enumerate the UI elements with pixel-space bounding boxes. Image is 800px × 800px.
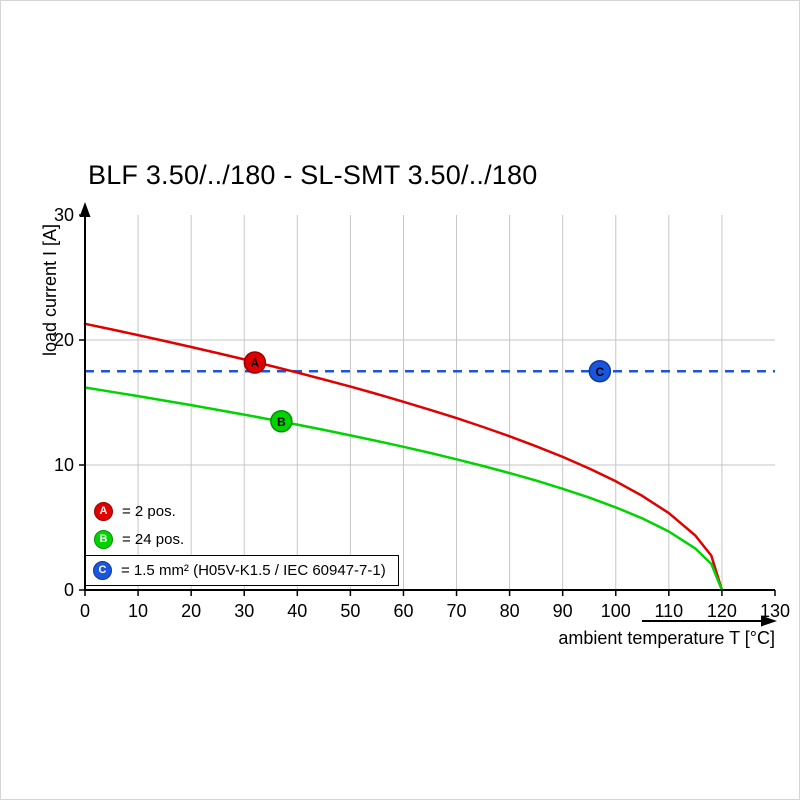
series-a-curve [83, 322, 724, 592]
chart-title: BLF 3.50/../180 - SL-SMT 3.50/../180 [88, 160, 538, 190]
legend-label-c: = 1.5 mm² (H05V-K1.5 / IEC 60947-7-1) [121, 562, 386, 579]
marker-c-letter: C [596, 365, 605, 379]
legend-item-b: B = 24 pos. [94, 526, 399, 553]
x-tick-label: 120 [707, 601, 737, 621]
legend-item-c: C = 1.5 mm² (H05V-K1.5 / IEC 60947-7-1) [93, 557, 386, 584]
marker-b-letter: B [277, 415, 286, 429]
x-tick-label: 30 [234, 601, 254, 621]
y-tick-label: 0 [64, 580, 74, 600]
x-tick-label: 20 [181, 601, 201, 621]
x-tick-label: 70 [447, 601, 467, 621]
y-tick-label: 20 [54, 330, 74, 350]
legend-item-a: A = 2 pos. [94, 498, 399, 525]
x-tick-label: 60 [393, 601, 413, 621]
legend-label-b: = 24 pos. [122, 531, 185, 548]
x-tick-label: 80 [500, 601, 520, 621]
x-tick-label: 0 [80, 601, 90, 621]
x-tick-label: 130 [760, 601, 790, 621]
x-tick-label: 10 [128, 601, 148, 621]
y-tick-label: 30 [54, 205, 74, 225]
x-tick-label: 90 [553, 601, 573, 621]
marker-b [270, 410, 293, 433]
marker-a [243, 351, 267, 374]
x-axis-label: ambient temperature T [°C] [558, 628, 775, 648]
series-b-curve [83, 386, 724, 592]
x-axis-arrow-head-icon [761, 615, 777, 627]
legend: A = 2 pos. B = 24 pos. C = 1.5 mm² (H05V… [85, 498, 399, 586]
marker-c [588, 360, 612, 383]
y-tick-label: 10 [54, 455, 74, 475]
legend-item-c-box: C = 1.5 mm² (H05V-K1.5 / IEC 60947-7-1) [85, 555, 399, 586]
legend-marker-a-icon: A [94, 502, 113, 521]
marker-a-letter: A [251, 356, 260, 370]
legend-marker-b-icon: B [94, 530, 113, 549]
x-tick-label: 100 [601, 601, 631, 621]
x-tick-label: 40 [287, 601, 307, 621]
x-tick-label: 110 [654, 601, 683, 621]
y-axis-label: load current I [A] [40, 224, 60, 356]
legend-label-a: = 2 pos. [122, 503, 176, 520]
x-tick-label: 50 [340, 601, 360, 621]
legend-marker-c-icon: C [93, 561, 112, 580]
y-axis-arrow-icon [79, 202, 91, 217]
